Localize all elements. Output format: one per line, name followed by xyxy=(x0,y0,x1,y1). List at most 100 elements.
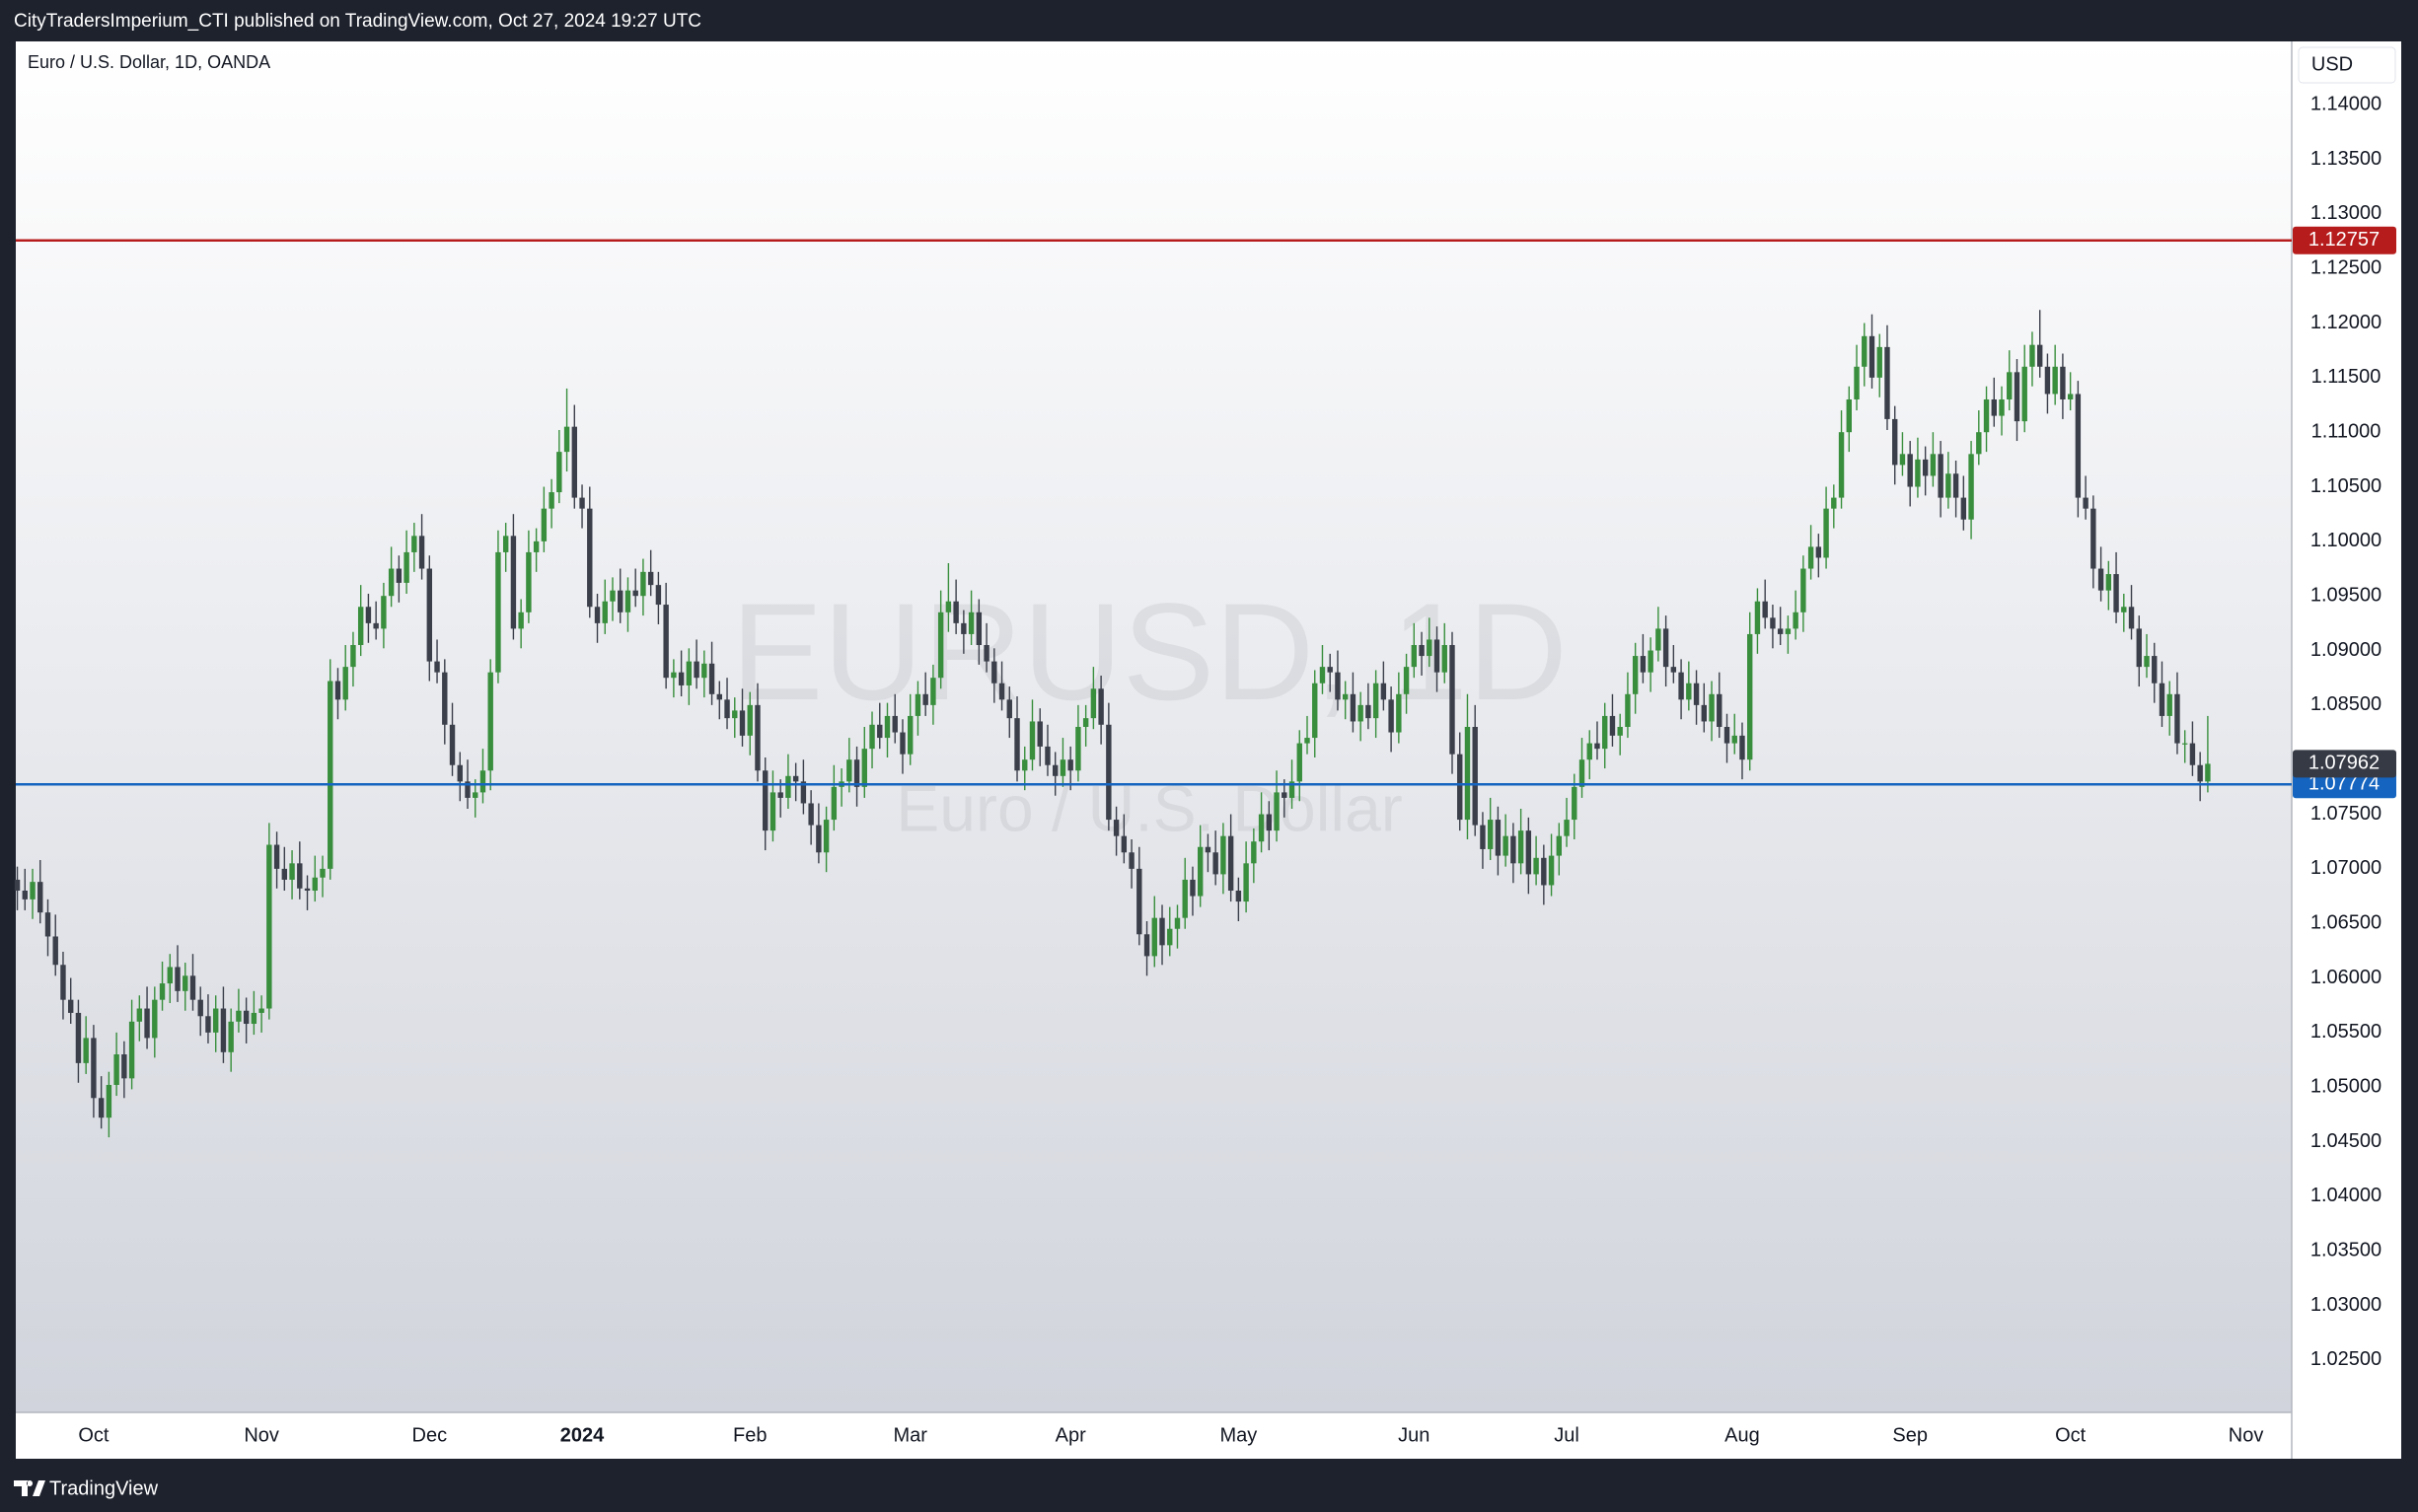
candle-body xyxy=(304,888,311,892)
candle-body xyxy=(777,792,783,798)
y-tick-label: 1.13500 xyxy=(2310,148,2381,170)
candle-body xyxy=(1243,863,1249,902)
candle-body xyxy=(1427,639,1432,657)
candle-body xyxy=(1868,335,1875,378)
candle-body xyxy=(1441,644,1447,673)
candle-body xyxy=(22,891,28,900)
candle-body xyxy=(1670,667,1677,673)
candle-body xyxy=(1350,693,1356,722)
candle-body xyxy=(1082,718,1089,727)
candle-body xyxy=(396,568,403,583)
candle-body xyxy=(83,1038,89,1063)
candles xyxy=(14,310,2211,1138)
candle-body xyxy=(1037,721,1043,747)
candle-body xyxy=(571,426,578,498)
candle-body xyxy=(1464,727,1471,821)
candle-body xyxy=(724,699,730,719)
candle-body xyxy=(1876,346,1882,378)
candle-body xyxy=(1739,735,1745,760)
x-tick-label: Dec xyxy=(412,1424,448,1446)
candle-body xyxy=(243,1010,250,1025)
candle-body xyxy=(1029,721,1036,760)
candle-body xyxy=(1938,454,1943,498)
candle-body xyxy=(747,704,753,736)
candle-body xyxy=(998,683,1005,700)
candle-body xyxy=(136,1008,143,1022)
candle-body xyxy=(1815,546,1822,558)
candle-body xyxy=(1121,835,1128,853)
x-tick-label: Sep xyxy=(1892,1424,1928,1446)
y-tick-label: 1.06500 xyxy=(2310,911,2381,933)
candle-body xyxy=(1541,857,1547,886)
y-tick-label: 1.10000 xyxy=(2310,530,2381,551)
candle-body xyxy=(1892,418,1898,466)
candle-body xyxy=(2205,763,2211,782)
candle-body xyxy=(442,672,448,725)
candle-body xyxy=(624,590,631,612)
candle-body xyxy=(1220,835,1226,875)
candle-body xyxy=(533,540,540,552)
candle-body xyxy=(350,644,356,668)
candle-body xyxy=(2197,764,2203,782)
candle-body xyxy=(968,612,975,634)
candle-body xyxy=(953,601,959,623)
candle-body xyxy=(220,1008,227,1052)
candle-body xyxy=(1296,743,1302,782)
candle-body xyxy=(930,678,936,705)
y-tick-label: 1.07500 xyxy=(2310,803,2381,825)
candle-body xyxy=(1632,656,1639,694)
candle-body xyxy=(159,983,166,1000)
candle-body xyxy=(2189,743,2196,765)
candle-body xyxy=(1762,601,1768,618)
candle-body xyxy=(1731,735,1737,744)
candle-body xyxy=(1976,432,1982,455)
candle-body xyxy=(1983,398,1990,433)
candle-body xyxy=(1060,759,1066,776)
candle-body xyxy=(808,803,814,826)
candle-body xyxy=(1510,835,1516,864)
candle-body xyxy=(1274,792,1280,831)
currency-button[interactable] xyxy=(2298,46,2396,84)
candle-body xyxy=(1952,473,1959,498)
candle-body xyxy=(869,724,875,750)
candle-body xyxy=(502,536,509,552)
y-tick-label: 1.05500 xyxy=(2310,1021,2381,1043)
candle-body xyxy=(205,1016,211,1033)
candle-body xyxy=(2113,574,2119,612)
candle-body xyxy=(1266,814,1273,831)
candle-body xyxy=(1564,820,1570,836)
candle-body xyxy=(1548,855,1555,886)
candle-body xyxy=(1907,454,1913,487)
candle-body xyxy=(2097,568,2104,591)
candle-body xyxy=(976,612,983,645)
candle-body xyxy=(510,536,517,629)
candle-body xyxy=(1372,683,1379,719)
candle-body xyxy=(1457,754,1463,821)
candle-body xyxy=(701,663,707,679)
candle-body xyxy=(556,452,562,493)
candle-body xyxy=(1190,879,1196,897)
candle-body xyxy=(113,1054,119,1085)
candle-body xyxy=(1419,644,1425,657)
candle-body xyxy=(479,770,486,793)
candle-body xyxy=(2144,656,2150,668)
candle-body xyxy=(266,844,272,1009)
candle-body xyxy=(1572,786,1577,821)
candle-body xyxy=(449,724,456,765)
y-tick-label: 1.03000 xyxy=(2310,1294,2381,1316)
candle-body xyxy=(273,844,280,869)
candle-body xyxy=(2166,693,2172,716)
candle-body xyxy=(1823,508,1829,558)
candle-body xyxy=(1090,688,1097,719)
y-tick-label: 1.11500 xyxy=(2311,366,2381,388)
candle-body xyxy=(541,508,548,541)
candle-body xyxy=(473,792,478,798)
candle-body xyxy=(2083,497,2088,509)
candle-body xyxy=(2136,628,2142,668)
candle-body xyxy=(1075,727,1081,771)
candle-body xyxy=(2159,683,2165,716)
candle-body xyxy=(1556,835,1563,856)
candle-body xyxy=(1754,601,1761,634)
